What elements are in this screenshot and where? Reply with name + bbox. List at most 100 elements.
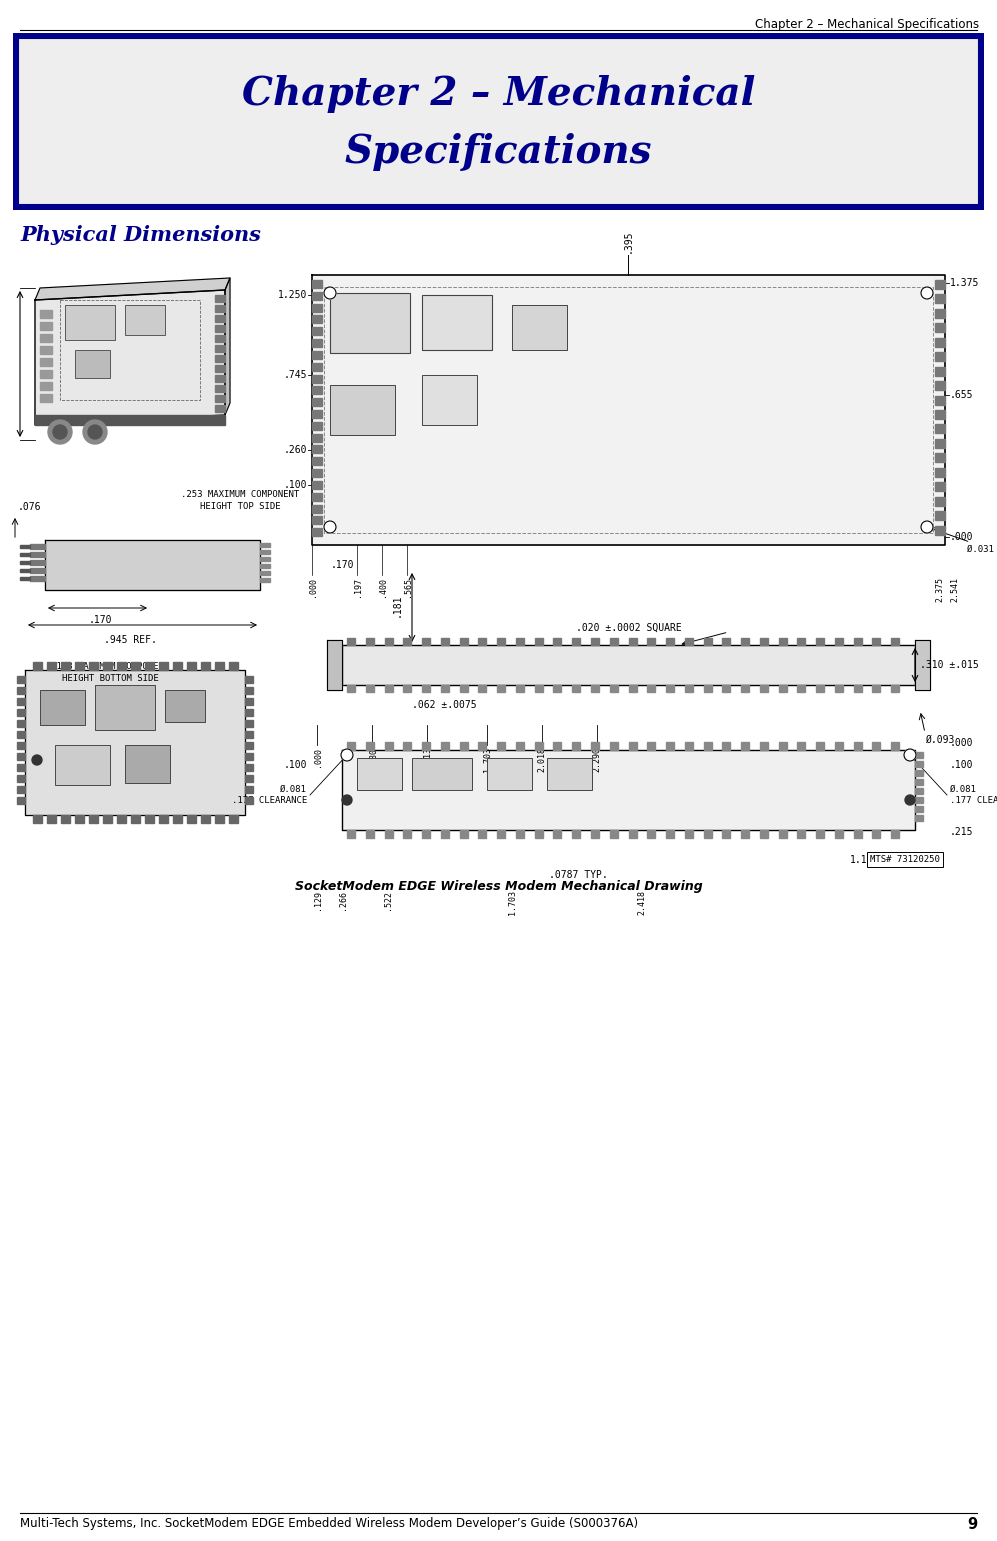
Polygon shape [366,686,374,692]
Text: SocketModem EDGE Wireless Modem Mechanical Drawing: SocketModem EDGE Wireless Modem Mechanic… [295,880,702,892]
Bar [422,374,477,425]
Polygon shape [17,786,25,794]
Polygon shape [215,314,225,322]
Polygon shape [935,396,945,405]
Polygon shape [245,687,253,693]
Polygon shape [591,686,599,692]
Polygon shape [779,686,787,692]
Polygon shape [534,743,542,750]
Polygon shape [915,787,923,794]
Polygon shape [89,815,98,823]
Bar [40,690,85,724]
Polygon shape [685,831,693,838]
Text: .170: .170 [330,559,354,570]
Polygon shape [591,743,599,750]
Polygon shape [260,564,270,569]
Bar [412,758,472,791]
Polygon shape [834,686,842,692]
Polygon shape [312,362,322,371]
Polygon shape [723,686,731,692]
Polygon shape [872,831,880,838]
Polygon shape [798,686,806,692]
Polygon shape [215,815,224,823]
Polygon shape [479,686,487,692]
Polygon shape [872,743,880,750]
Polygon shape [915,752,923,758]
Polygon shape [422,831,430,838]
Polygon shape [915,770,923,777]
Text: .400: .400 [378,576,387,596]
Bar [75,350,110,378]
Bar [13,32,984,210]
Text: 1.257: 1.257 [895,855,924,865]
Polygon shape [131,815,140,823]
Polygon shape [935,439,945,448]
Polygon shape [187,815,196,823]
Bar [330,385,395,435]
Polygon shape [935,280,945,290]
Polygon shape [215,663,224,670]
Bar [324,287,933,533]
Polygon shape [553,638,561,646]
Polygon shape [312,280,322,288]
Text: Ø.081
.177 CLEARANCE: Ø.081 .177 CLEARANCE [231,784,307,806]
Text: Ø.081
.177 CLEARANCE: Ø.081 .177 CLEARANCE [950,784,997,806]
Polygon shape [760,743,768,750]
Polygon shape [17,709,25,717]
Polygon shape [33,663,42,670]
Polygon shape [460,743,468,750]
Polygon shape [935,381,945,390]
Polygon shape [498,743,505,750]
Text: 1.703: 1.703 [507,891,516,915]
Polygon shape [704,638,712,646]
Text: .945 REF.: .945 REF. [104,635,157,646]
Polygon shape [534,831,542,838]
Polygon shape [30,552,45,556]
Text: .522: .522 [383,891,392,911]
Polygon shape [312,374,322,382]
Polygon shape [572,743,580,750]
Polygon shape [534,686,542,692]
Polygon shape [834,743,842,750]
Polygon shape [312,410,322,418]
Polygon shape [312,274,945,546]
Polygon shape [312,351,322,359]
Polygon shape [935,453,945,462]
Text: .000: .000 [950,738,973,747]
Text: .100: .100 [950,760,973,770]
Text: Multi-Tech Systems, Inc. SocketModem EDGE Embedded Wireless Modem Developer’s Gu: Multi-Tech Systems, Inc. SocketModem EDG… [20,1516,638,1530]
Polygon shape [935,410,945,419]
Polygon shape [404,686,412,692]
Polygon shape [75,815,84,823]
Polygon shape [215,405,225,411]
Polygon shape [159,815,168,823]
Polygon shape [760,686,768,692]
Text: 2.290: 2.290 [592,747,601,772]
Polygon shape [666,686,674,692]
Polygon shape [704,831,712,838]
Polygon shape [935,496,945,505]
Text: 1.703: 1.703 [483,747,492,772]
Polygon shape [25,670,245,815]
Polygon shape [117,663,126,670]
Polygon shape [498,638,505,646]
Polygon shape [17,720,25,727]
Polygon shape [20,576,30,579]
Polygon shape [872,638,880,646]
Polygon shape [515,686,523,692]
Polygon shape [441,831,449,838]
Polygon shape [45,539,260,590]
Polygon shape [245,743,253,749]
Polygon shape [515,638,523,646]
Polygon shape [40,347,52,354]
Polygon shape [915,815,923,821]
Polygon shape [404,831,412,838]
Polygon shape [145,663,154,670]
Polygon shape [479,831,487,838]
Polygon shape [935,294,945,304]
Polygon shape [935,512,945,521]
Polygon shape [30,569,45,573]
Polygon shape [312,339,322,347]
Polygon shape [853,638,861,646]
Polygon shape [935,367,945,376]
